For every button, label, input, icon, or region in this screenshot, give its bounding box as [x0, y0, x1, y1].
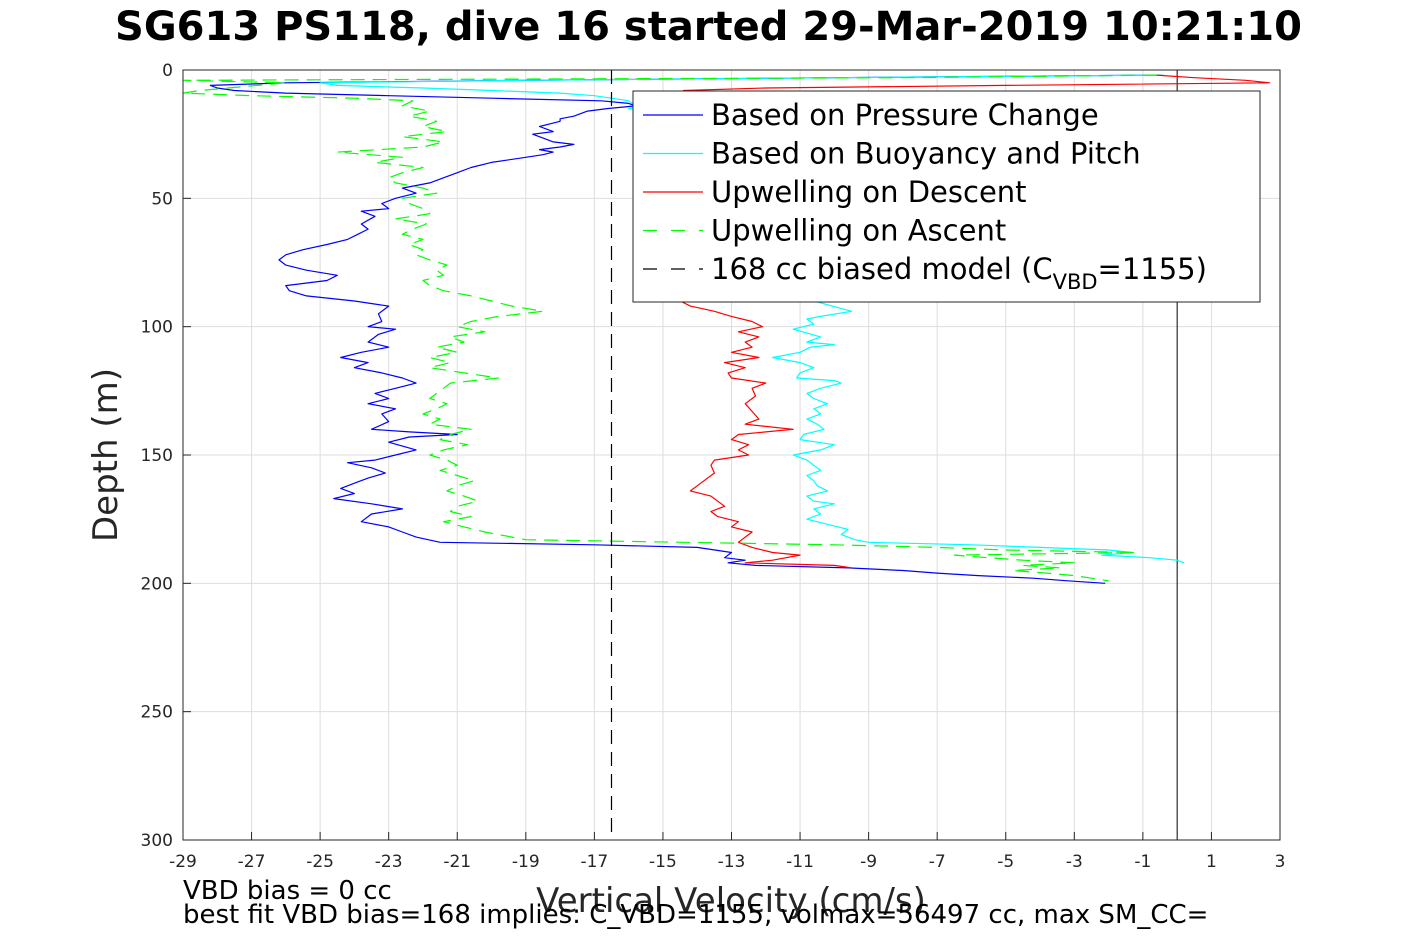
y-axis-label: Depth (m): [86, 368, 126, 542]
y-tick-label: 100: [141, 318, 173, 338]
legend-label: Based on Buoyancy and Pitch: [711, 137, 1141, 171]
x-tick-label: -13: [718, 852, 746, 872]
x-tick-label: -17: [580, 852, 608, 872]
x-tick-label: 3: [1275, 852, 1286, 872]
x-tick-label: -23: [375, 852, 403, 872]
legend-box: [632, 90, 1261, 303]
legend-label: 168 cc biased model (CVBD=1155): [711, 252, 1207, 294]
x-tick-label: -19: [512, 852, 540, 872]
x-tick-label: -7: [929, 852, 946, 872]
legend-label: Based on Pressure Change: [711, 98, 1099, 132]
y-tick-label: 50: [151, 189, 173, 209]
legend-label-suffix: =1155): [1098, 252, 1207, 286]
axis-ticks: -29 -27 -25 -23 -21 -19 -17 -15 -13 -11 -9 -7 -5 -3 -1…: [141, 61, 1286, 872]
series-line-based-on-pressure-change: [209, 74, 1157, 584]
legend-label-text: Upwelling on Descent: [711, 175, 1027, 209]
series-line-upwelling-on-ascent: [182, 74, 1157, 582]
best-fit-note: best fit VBD bias=168 implies: C_VBD=115…: [183, 900, 1209, 930]
legend-label: Upwelling on Descent: [711, 175, 1027, 209]
x-tick-label: -21: [443, 852, 471, 872]
x-tick-label: -27: [238, 852, 266, 872]
vbd-bias-note: VBD bias = 0 cc: [183, 876, 392, 906]
y-tick-label: 200: [141, 574, 173, 594]
legend-label: Upwelling on Ascent: [711, 214, 1006, 248]
x-tick-label: -9: [860, 852, 877, 872]
legend-label-text: 168 cc biased model (C: [711, 252, 1053, 286]
x-tick-label: -3: [1066, 852, 1083, 872]
x-tick-label: -29: [169, 852, 197, 872]
x-tick-label: -1: [1134, 852, 1151, 872]
y-tick-label: 300: [141, 831, 173, 851]
legend: Based on Pressure Change Based on Buoyanc…: [632, 90, 1261, 303]
y-tick-label: 250: [141, 703, 173, 723]
x-axis-label: Vertical Velocity (cm/s): [536, 881, 926, 921]
legend-label-text: Upwelling on Ascent: [711, 214, 1006, 248]
chart-title: SG613 PS118, dive 16 started 29-Mar-2019…: [115, 4, 1302, 50]
legend-label-text: Based on Pressure Change: [711, 98, 1099, 132]
series-line-upwelling-on-descent: [679, 74, 1271, 569]
x-tick-label: -11: [786, 852, 814, 872]
x-tick-label: -25: [306, 852, 334, 872]
legend-label-subscript: VBD: [1053, 270, 1098, 294]
x-tick-label: -5: [997, 852, 1014, 872]
y-tick-label: 0: [162, 61, 173, 81]
y-tick-label: 150: [141, 446, 173, 466]
x-tick-label: 1: [1206, 852, 1217, 872]
legend-label-text: Based on Buoyancy and Pitch: [711, 137, 1141, 171]
x-tick-label: -15: [649, 852, 677, 872]
